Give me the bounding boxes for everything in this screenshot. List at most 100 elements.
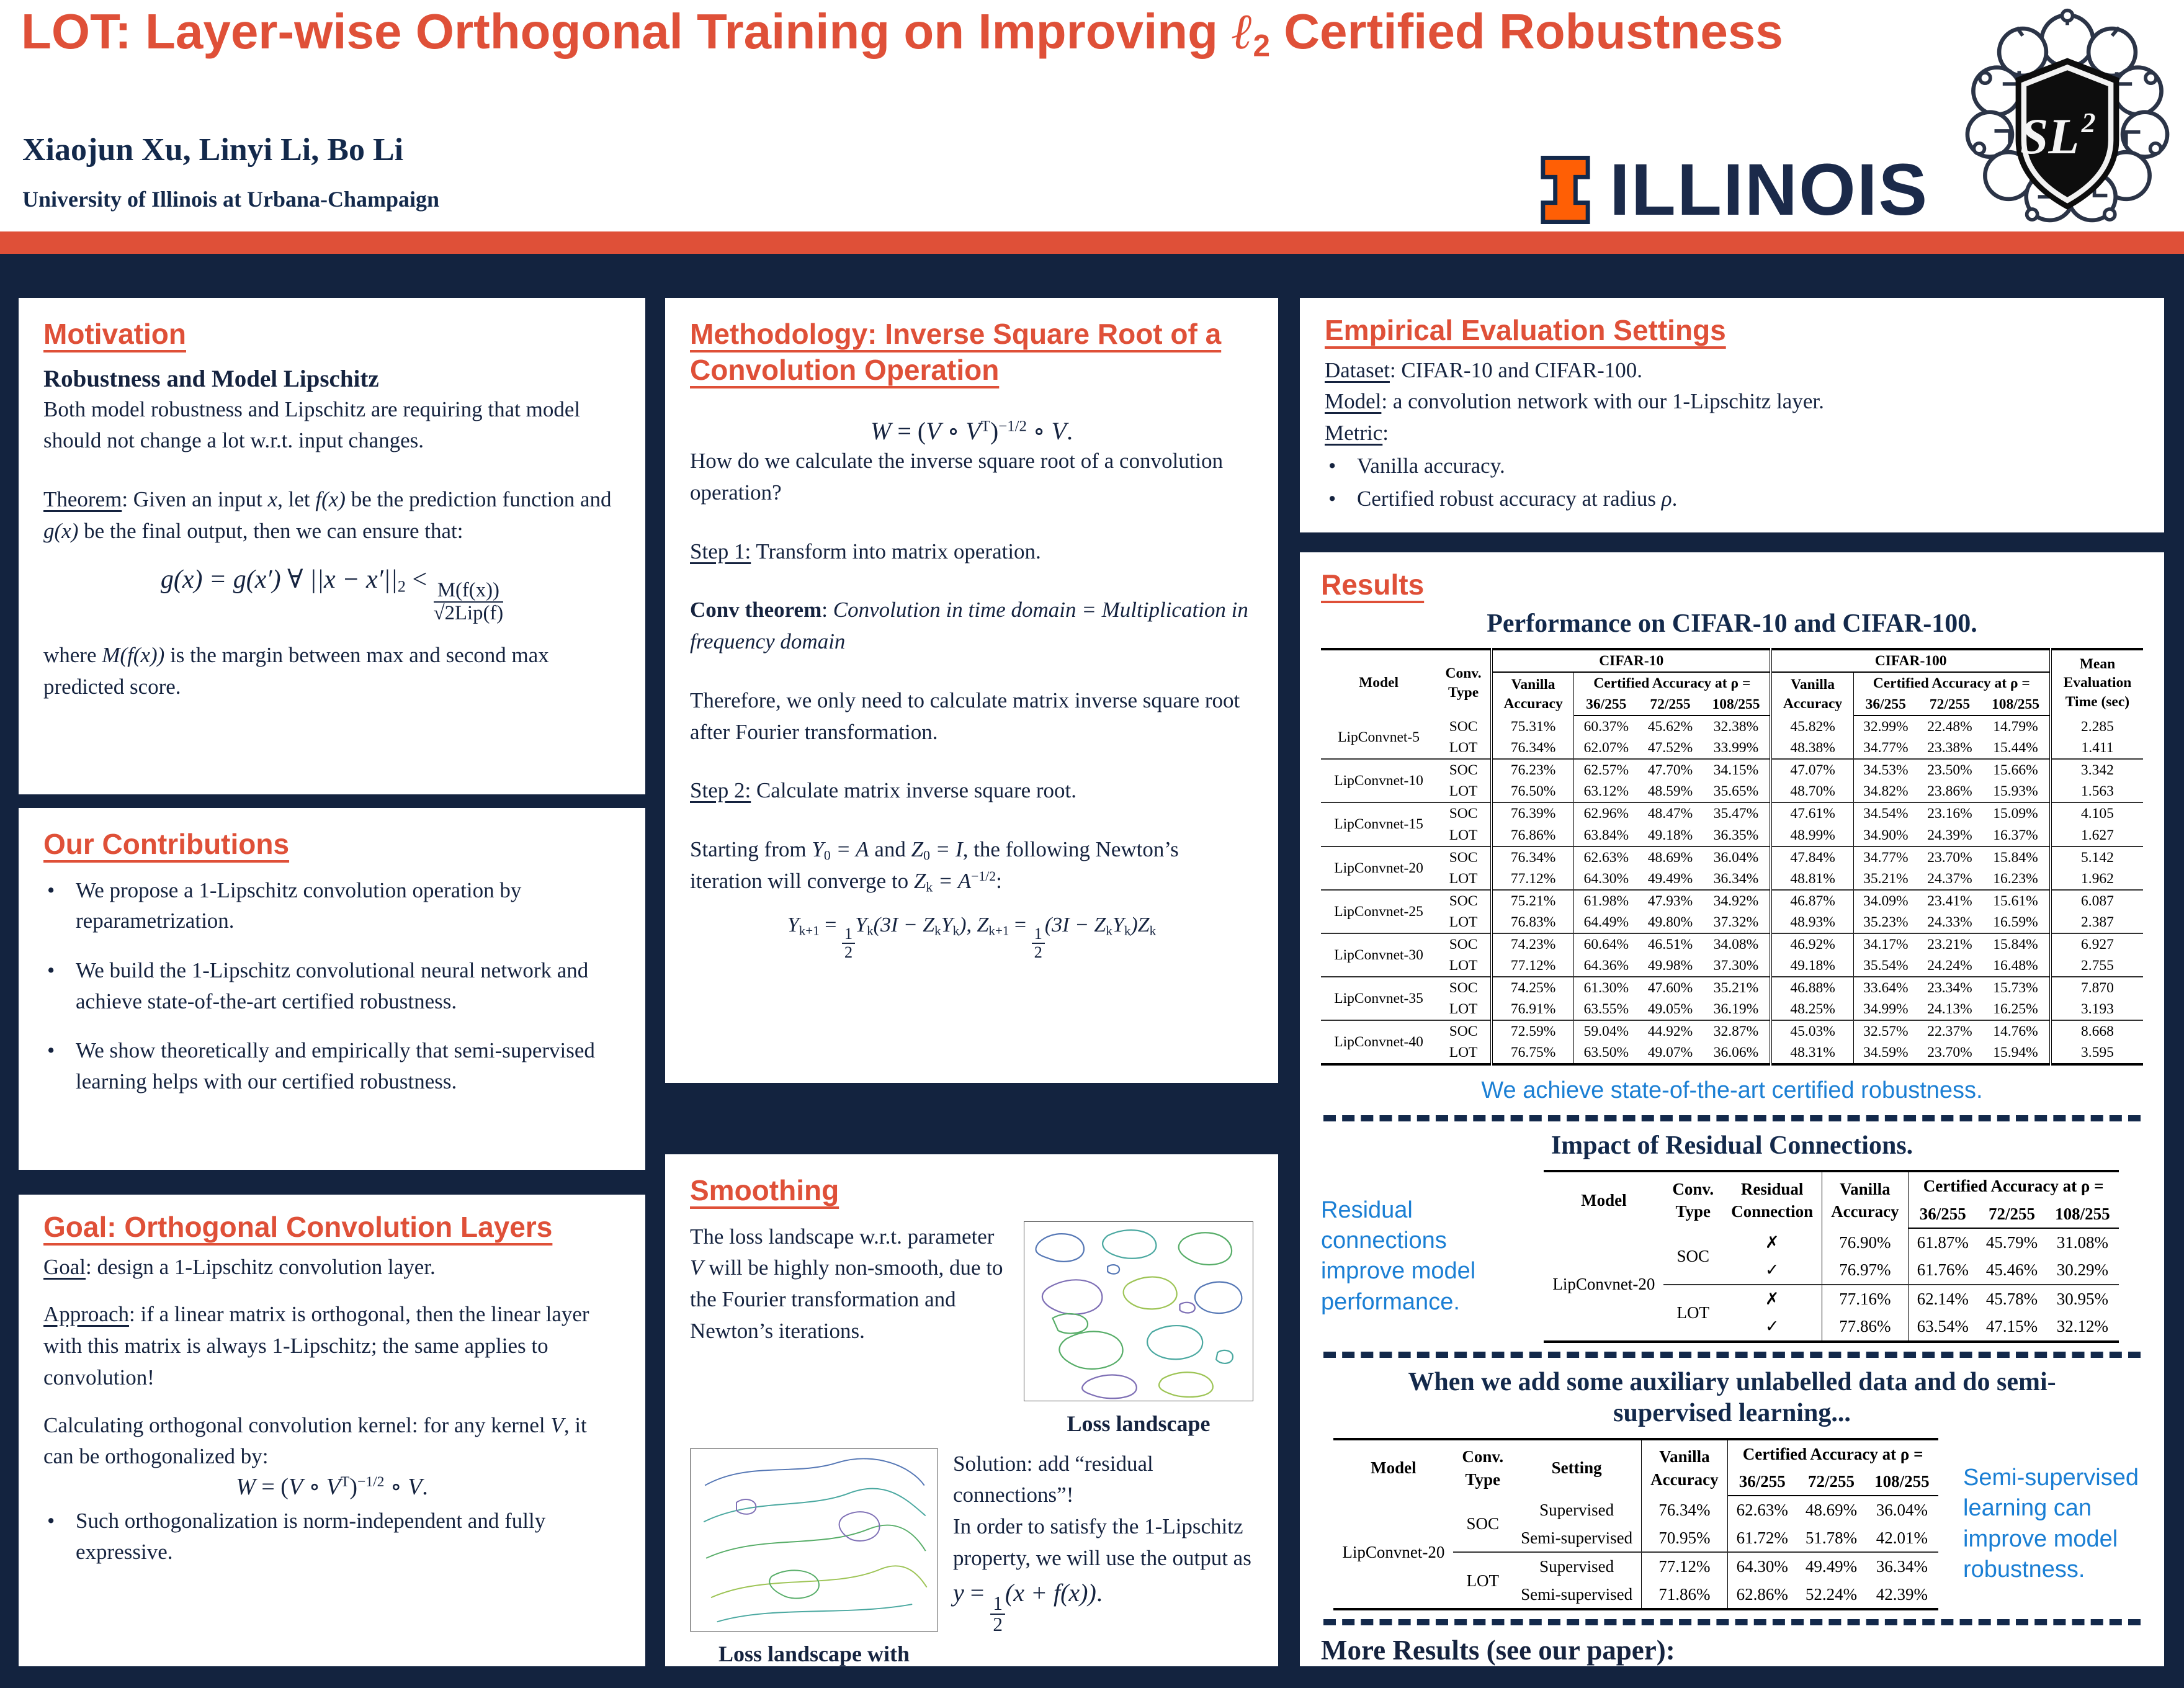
table-cell: 34.59%: [1853, 1042, 1918, 1065]
table-cell: LOT: [1449, 957, 1478, 974]
table-cell: 32.57%: [1853, 1020, 1918, 1043]
table-cell: 34.82%: [1853, 781, 1918, 803]
table-cell: 61.76%: [1907, 1256, 1977, 1285]
table-cell: 46.87%: [1770, 889, 1854, 912]
table-cell: SOC: [1436, 1020, 1492, 1043]
brain-shield-icon: SL 2: [1965, 8, 2170, 223]
table-cell: 108/255: [1866, 1468, 1938, 1497]
table-cell: 15.84%: [1982, 845, 2051, 868]
section-smoothing: Smoothing The loss landscape w.r.t. para…: [665, 1154, 1278, 1666]
table-cell: SOC: [1436, 932, 1492, 955]
table-cell: LOT: [1449, 740, 1478, 756]
table-cell: 61.98%: [1573, 889, 1639, 912]
table-cell: 42.01%: [1876, 1528, 1928, 1547]
section-motivation: Motivation Robustness and Model Lipschit…: [19, 298, 645, 794]
section-heading: Empirical Evaluation Settings: [1325, 314, 1726, 346]
table-title: Impact of Residual Connections.: [1551, 1131, 1913, 1160]
list-item: We build the 1-Lipschitz convolutional n…: [43, 955, 620, 1017]
table-cell: 34.15%: [1702, 758, 1771, 781]
table-cell: Conv. Type: [1672, 1179, 1714, 1221]
table-cell: 72/255: [1977, 1200, 2047, 1229]
paragraph: where M(f(x)) is the margin between max …: [43, 643, 549, 699]
table-cell: 62.63%: [1573, 845, 1639, 868]
table-cell: LipConvnet-20: [1342, 1542, 1445, 1561]
table-cell: 42.39%: [1876, 1584, 1928, 1604]
table-cell: LOT: [1449, 783, 1478, 800]
table-cell: 64.30%: [1573, 868, 1639, 890]
section-contributions: Our Contributions We propose a 1-Lipschi…: [19, 808, 645, 1170]
table-cell: 34.53%: [1853, 758, 1918, 781]
metric-list: Vanilla accuracy. Certified robust accur…: [1325, 451, 2139, 514]
table-cell: Semi-supervised: [1521, 1528, 1633, 1547]
table-cell: 62.07%: [1573, 737, 1639, 760]
table-cell: 16.37%: [1993, 827, 2038, 843]
table-cell: 46.88%: [1770, 976, 1854, 999]
table-cell: 8.668: [2049, 1020, 2143, 1043]
goal-line: Goal: design a 1-Lipschitz convolution l…: [43, 1254, 436, 1279]
table-cell: 14.76%: [1982, 1020, 2051, 1043]
table-cell: 72/255: [1638, 694, 1703, 717]
loss-landscape-residual-figure: Loss landscape with residual connections: [690, 1448, 938, 1666]
calc-paragraph: Calculating orthogonal convolution kerne…: [43, 1412, 587, 1469]
table-cell: 48.70%: [1770, 781, 1854, 803]
question-paragraph: How do we calculate the inverse square r…: [690, 449, 1224, 505]
illinois-logo: ILLINOIS: [1539, 148, 1928, 232]
table-cell: 108/255: [1702, 694, 1771, 717]
note-residual: Residual connections improve model perfo…: [1321, 1196, 1476, 1315]
table-cell: Certified Accuracy at ρ =: [1573, 671, 1771, 694]
table-cell: 45.78%: [1977, 1283, 2047, 1313]
table-cell: Vanilla Accuracy: [1490, 671, 1574, 716]
table-cell: 49.49%: [1647, 870, 1693, 887]
table-cell: 45.46%: [1985, 1260, 2038, 1280]
table-cell: 1.411: [2049, 737, 2143, 760]
table-cell: 48.25%: [1770, 999, 1854, 1021]
table-cell: 32.99%: [1853, 716, 1918, 738]
table-cell: 36.06%: [1713, 1044, 1759, 1061]
table-cell: 77.16%: [1822, 1283, 1909, 1313]
residual-output-formula: y = 1 2 (x + f(x)).: [953, 1578, 1103, 1636]
table-cell: 47.15%: [1985, 1317, 2038, 1336]
table-cell: 76.34%: [1641, 1496, 1728, 1524]
table-cell: Mean Evaluation Time (sec): [2049, 649, 2143, 716]
table-cell: 64.36%: [1573, 954, 1639, 977]
table-cell: 62.57%: [1573, 758, 1639, 781]
table-cell: 16.23%: [1993, 870, 2038, 887]
table-cell: Conv. Type: [1445, 665, 1482, 701]
loss-landscape-figure: Loss landscape: [1024, 1221, 1253, 1437]
table-cell: 63.55%: [1573, 999, 1639, 1021]
dataset-line: Dataset: CIFAR-10 and CIFAR-100.: [1325, 357, 1642, 382]
dashed-divider: [1323, 1351, 2141, 1358]
table-cell: 49.05%: [1647, 1001, 1693, 1018]
table-cell: 76.34%: [1490, 737, 1574, 760]
residual-connections-table: Model Conv. Type Residual Connection Vanill…: [1544, 1170, 2119, 1343]
list-item: Vanilla accuracy.: [1325, 451, 2139, 482]
table-cell: 36.34%: [1713, 870, 1759, 887]
table-cell: 47.52%: [1647, 740, 1693, 756]
table-cell: 23.86%: [1927, 783, 1972, 800]
table-cell: 71.86%: [1641, 1580, 1728, 1610]
illinois-wordmark: ILLINOIS: [1609, 149, 1929, 231]
goal-list: Such orthogonalization is norm-independe…: [43, 1506, 620, 1567]
table-cell: 76.86%: [1490, 824, 1574, 846]
contributions-list: We propose a 1-Lipschitz convolution ope…: [43, 875, 620, 1097]
table-cell: 36.34%: [1866, 1551, 1938, 1581]
loss-landscape-residual-plot: [690, 1448, 938, 1632]
table-cell: Vanilla Accuracy: [1641, 1439, 1728, 1496]
table-cell: 63.12%: [1573, 781, 1639, 803]
table-cell: LipConvnet-10: [1321, 758, 1437, 803]
table-cell: 48.47%: [1638, 802, 1703, 825]
table-cell: SOC: [1466, 1514, 1500, 1533]
therefore-paragraph: Therefore, we only need to calculate mat…: [690, 688, 1240, 744]
table-cell: 61.30%: [1573, 976, 1639, 999]
table-cell: 49.18%: [1770, 954, 1854, 977]
table-cell: 48.93%: [1770, 911, 1854, 933]
table-cell: 32.87%: [1702, 1020, 1771, 1043]
table-cell: 30.95%: [2046, 1283, 2119, 1313]
table-cell: 1.563: [2049, 781, 2143, 803]
conv-theorem: Conv theorem: Convolution in time domain…: [690, 598, 1248, 653]
table-cell: 23.38%: [1927, 740, 1972, 756]
section-goal: Goal: Orthogonal Convolution Layers Goal…: [19, 1195, 645, 1666]
table-cell: LipConvnet-20: [1321, 845, 1437, 890]
table-cell: LipConvnet-40: [1321, 1020, 1437, 1065]
table-cell: 108/255: [2046, 1200, 2119, 1229]
